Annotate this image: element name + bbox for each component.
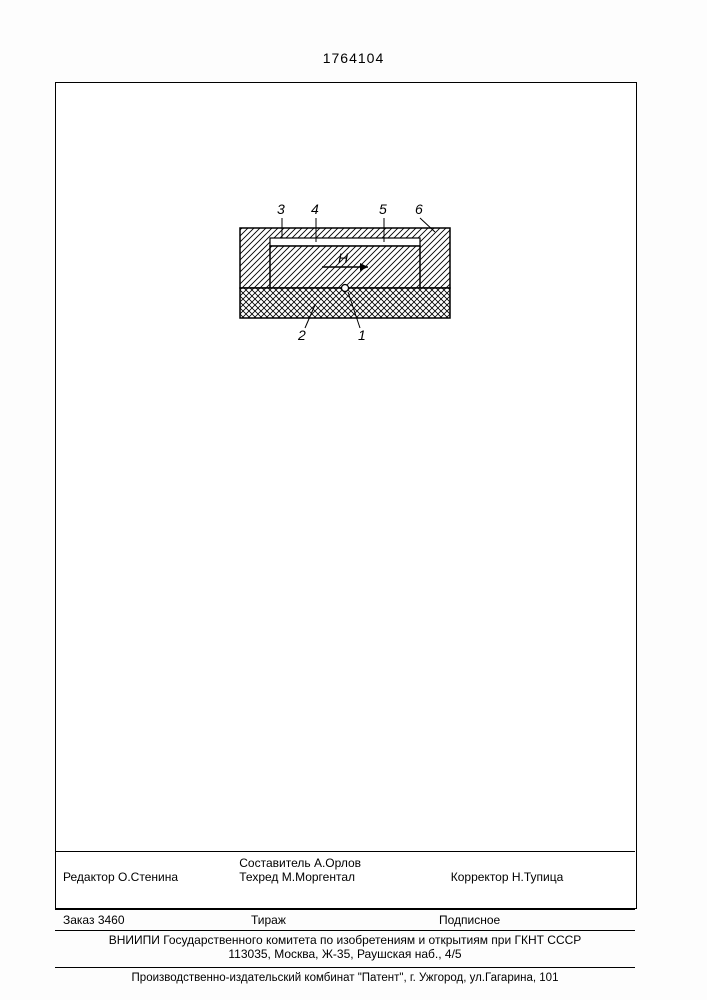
address-line2: 113035, Москва, Ж-35, Раушская наб., 4/5 — [63, 947, 627, 961]
address-block: ВНИИПИ Государственного комитета по изоб… — [55, 931, 635, 967]
corrector-label: Корректор — [451, 870, 509, 884]
order-block: Заказ 3460 Тираж Подписное ВНИИПИ Госуда… — [55, 909, 635, 988]
compiler-label: Составитель — [239, 856, 310, 870]
address-line1: ВНИИПИ Государственного комитета по изоб… — [63, 933, 627, 947]
podpisnoe: Подписное — [439, 913, 627, 927]
field-label: H — [338, 250, 349, 266]
editor-name: О.Стенина — [118, 870, 178, 884]
callout-4: 4 — [311, 201, 319, 217]
tehred-name: М.Моргентал — [282, 870, 355, 884]
callout-5: 5 — [379, 201, 387, 217]
page: 1764104 — [0, 0, 707, 1000]
editor-col: Редактор О.Стенина — [63, 856, 239, 884]
tirazh-label: Тираж — [251, 913, 286, 927]
tehred-label: Техред — [239, 870, 278, 884]
podpisnoe-label: Подписное — [439, 913, 500, 927]
corrector-name: Н.Тупица — [512, 870, 563, 884]
editor-label: Редактор — [63, 870, 115, 884]
order-number: Заказ 3460 — [63, 913, 251, 927]
zakaz-label: Заказ — [63, 913, 94, 927]
callout-1: 1 — [358, 327, 366, 343]
technical-diagram: H 3 4 5 6 2 1 — [210, 200, 480, 345]
corrector-col: Корректор Н.Тупица — [451, 856, 627, 884]
credits-block: Редактор О.Стенина Составитель А.Орлов Т… — [55, 851, 635, 886]
middle-col: Составитель А.Орлов Техред М.Моргентал — [239, 856, 451, 884]
patent-number: 1764104 — [0, 50, 707, 66]
zakaz-value: 3460 — [98, 913, 125, 927]
callout-6: 6 — [415, 201, 423, 217]
credits-row: Редактор О.Стенина Составитель А.Орлов Т… — [55, 852, 635, 886]
callout-2: 2 — [297, 327, 306, 343]
order-row: Заказ 3460 Тираж Подписное — [55, 909, 635, 931]
callout-3: 3 — [277, 201, 285, 217]
production-line: Производственно-издательский комбинат "П… — [55, 968, 635, 988]
tirazh: Тираж — [251, 913, 439, 927]
compiler-name: А.Орлов — [314, 856, 361, 870]
